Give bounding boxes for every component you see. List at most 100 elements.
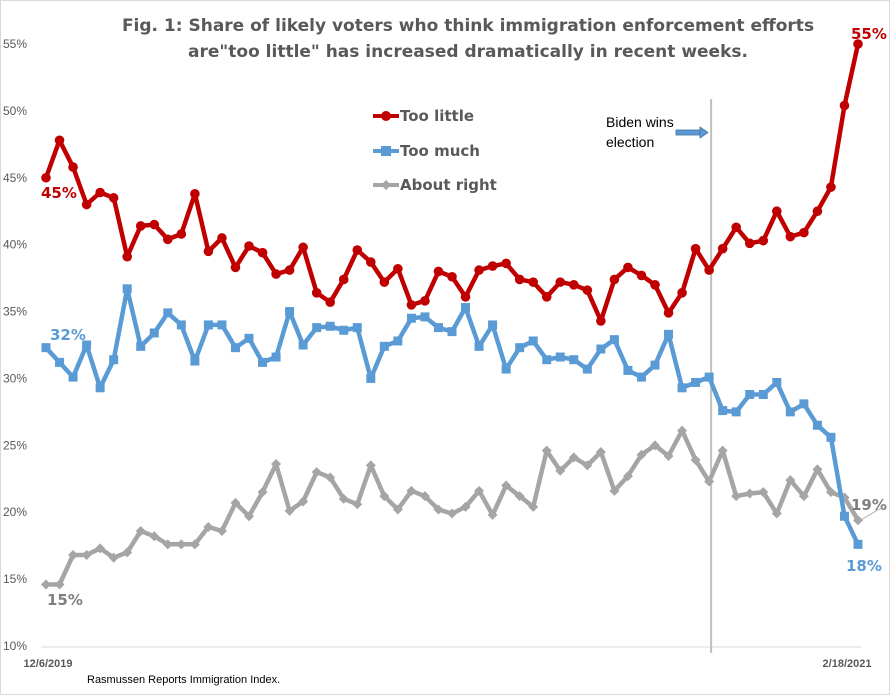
data-point [501,364,511,374]
data-point [568,452,579,463]
data-point [569,355,579,365]
data-point [745,389,755,399]
data-point [812,206,823,217]
data-point [54,135,65,146]
data-point [122,284,132,294]
data-label-too-little-end: 55% [851,25,887,43]
data-point [189,539,200,550]
data-point [257,487,268,498]
data-point [285,307,295,317]
data-point [555,465,566,476]
data-point [298,340,308,350]
legend-item-too-little[interactable]: Too little [373,107,474,125]
data-point [663,308,674,318]
data-point [704,265,714,275]
data-point [636,270,647,281]
data-point [744,488,755,499]
data-point [839,100,850,111]
series-line [46,428,860,587]
data-point [596,316,606,326]
y-axis-ticks: 10% 15% 20% 25% 30% 35% 40% 45% 50% 55% [3,37,27,653]
data-point [731,407,741,417]
source-note: Rasmussen Reports Immigration Index. [87,674,280,686]
data-label-too-much-start: 32% [50,326,86,344]
annotation-line-2: election [606,134,654,150]
data-point [447,271,457,282]
data-point [514,274,525,285]
y-tick-label: 40% [3,238,27,252]
data-point [582,364,592,374]
y-tick-label: 10% [3,639,27,653]
y-tick-label: 50% [3,104,27,118]
data-point [406,313,416,323]
data-point [460,501,471,512]
data-point [420,312,430,322]
data-point [365,460,376,471]
data-point [798,491,809,502]
circle-marker-icon [381,111,391,121]
data-point [812,420,822,430]
series-layer [41,39,863,590]
data-point [176,539,187,550]
data-point [501,480,512,491]
data-point [623,262,633,273]
data-point [690,243,701,254]
data-point [122,547,133,558]
data-point [664,329,674,339]
data-point [68,372,78,382]
data-point [717,445,728,456]
annotation-line-1: Biden wins [606,114,674,130]
data-point [461,303,471,313]
data-point [542,355,552,365]
data-point [650,360,660,370]
data-point [135,525,146,536]
data-label-too-little-start: 45% [41,184,77,202]
y-tick-label: 20% [3,505,27,519]
data-point [433,266,444,277]
data-point [690,455,701,466]
data-point [190,189,200,199]
data-point [785,231,796,242]
data-point [41,343,51,353]
data-point [419,491,430,502]
data-point [691,377,701,387]
y-tick-label: 25% [3,438,27,452]
data-point [271,459,282,470]
data-point [420,296,430,306]
data-point [122,251,132,262]
data-point [771,508,782,519]
data-point [406,485,417,496]
data-point [392,504,403,515]
data-point [81,550,92,561]
annotation-arrow-icon [675,126,709,139]
data-point [487,261,498,271]
legend-item-too-much[interactable]: Too much [373,142,480,160]
y-tick-label: 15% [3,572,27,586]
data-point [839,511,849,521]
data-point [758,487,769,498]
data-point [68,162,78,172]
data-point [149,531,160,542]
y-tick-label: 55% [3,37,27,51]
legend-label: Too much [400,142,480,160]
x-tick-end: 2/18/2021 [823,658,872,670]
data-point [393,336,403,346]
data-point [758,235,769,246]
data-point [447,327,457,337]
legend-item-about-right[interactable]: About right [373,176,497,194]
data-point [312,323,322,333]
data-point [149,328,159,338]
y-tick-label: 30% [3,371,27,385]
data-point [54,579,65,590]
data-point [108,552,119,563]
data-point [799,399,809,409]
data-point [379,491,390,502]
data-point [68,550,79,561]
data-point [95,187,105,198]
data-point [569,280,579,290]
data-label-too-much-end: 18% [846,557,882,575]
data-point [528,336,538,346]
series-too-much [41,284,863,549]
